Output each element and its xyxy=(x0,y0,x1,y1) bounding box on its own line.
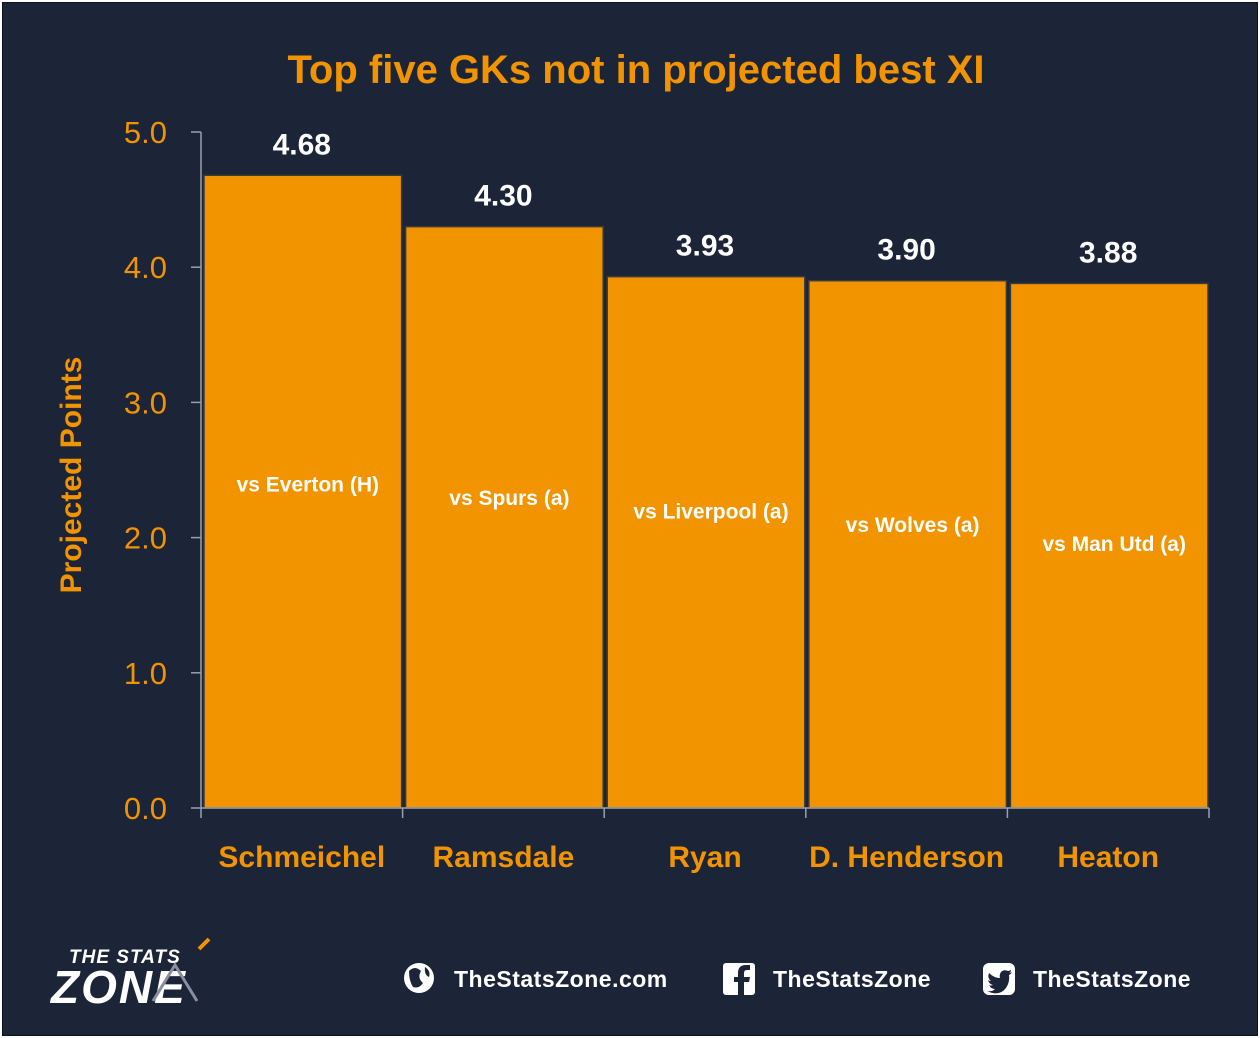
y-tick-label-0: 0.0 xyxy=(124,791,167,826)
y-axis-label: Projected Points xyxy=(55,357,88,594)
facebook-link[interactable]: TheStatsZone xyxy=(773,966,931,992)
facebook-icon xyxy=(723,963,755,995)
website-link[interactable]: TheStatsZone.com xyxy=(454,966,668,992)
chart-title: Top five GKs not in projected best XI xyxy=(287,48,984,92)
bar-chart: Top five GKs not in projected best XI Pr… xyxy=(49,48,1210,1013)
x-tick-label-4: Heaton xyxy=(1057,841,1159,874)
data-label-4: 3.88 xyxy=(1079,236,1137,269)
data-label-3: 3.90 xyxy=(877,234,935,267)
logo-top-text: THE STATS xyxy=(69,947,181,968)
y-tick-label-1: 1.0 xyxy=(124,656,167,691)
fixture-label-4: vs Man Utd (a) xyxy=(1042,533,1186,556)
y-tick-label-2: 2.0 xyxy=(124,521,167,556)
fixture-label-0: vs Everton (H) xyxy=(237,474,379,497)
bars-group: 4.68 vs Everton (H) 4.30 vs Spurs (a) 3.93 vs… xyxy=(203,128,1209,809)
x-tick-label-3: D. Henderson xyxy=(809,841,1004,874)
logo-bottom-text: ZONE xyxy=(49,961,187,1013)
data-label-2: 3.93 xyxy=(676,230,734,263)
bar-2 xyxy=(606,275,806,809)
y-tick-label-5: 5.0 xyxy=(124,115,167,150)
x-tick-label-2: Ryan xyxy=(668,841,741,874)
globe-icon xyxy=(404,963,434,993)
stats-zone-logo: THE STATS ZONE xyxy=(49,937,211,1013)
x-tick-label-1: Ramsdale xyxy=(433,841,575,874)
y-tick-label-3: 3.0 xyxy=(124,385,167,420)
bar-1 xyxy=(404,225,604,809)
y-tick-label-4: 4.0 xyxy=(124,250,167,285)
bar-4 xyxy=(1009,282,1209,809)
logo-stripes-icon xyxy=(151,962,199,1002)
fixture-label-1: vs Spurs (a) xyxy=(449,487,569,510)
fixture-label-2: vs Liverpool (a) xyxy=(633,501,788,524)
twitter-link[interactable]: TheStatsZone xyxy=(1033,966,1191,992)
twitter-icon xyxy=(983,963,1015,995)
axes-group: Schmeichel Ramsdale Ryan D. Henderson Heaton… xyxy=(124,115,1210,874)
x-tick-label-0: Schmeichel xyxy=(218,841,385,874)
data-label-0: 4.68 xyxy=(273,128,331,161)
bar-3 xyxy=(808,279,1008,809)
data-label-1: 4.30 xyxy=(474,180,532,213)
fixture-label-3: vs Wolves (a) xyxy=(846,514,980,537)
logo-accent-icon xyxy=(197,937,211,951)
bar-0 xyxy=(203,174,403,809)
